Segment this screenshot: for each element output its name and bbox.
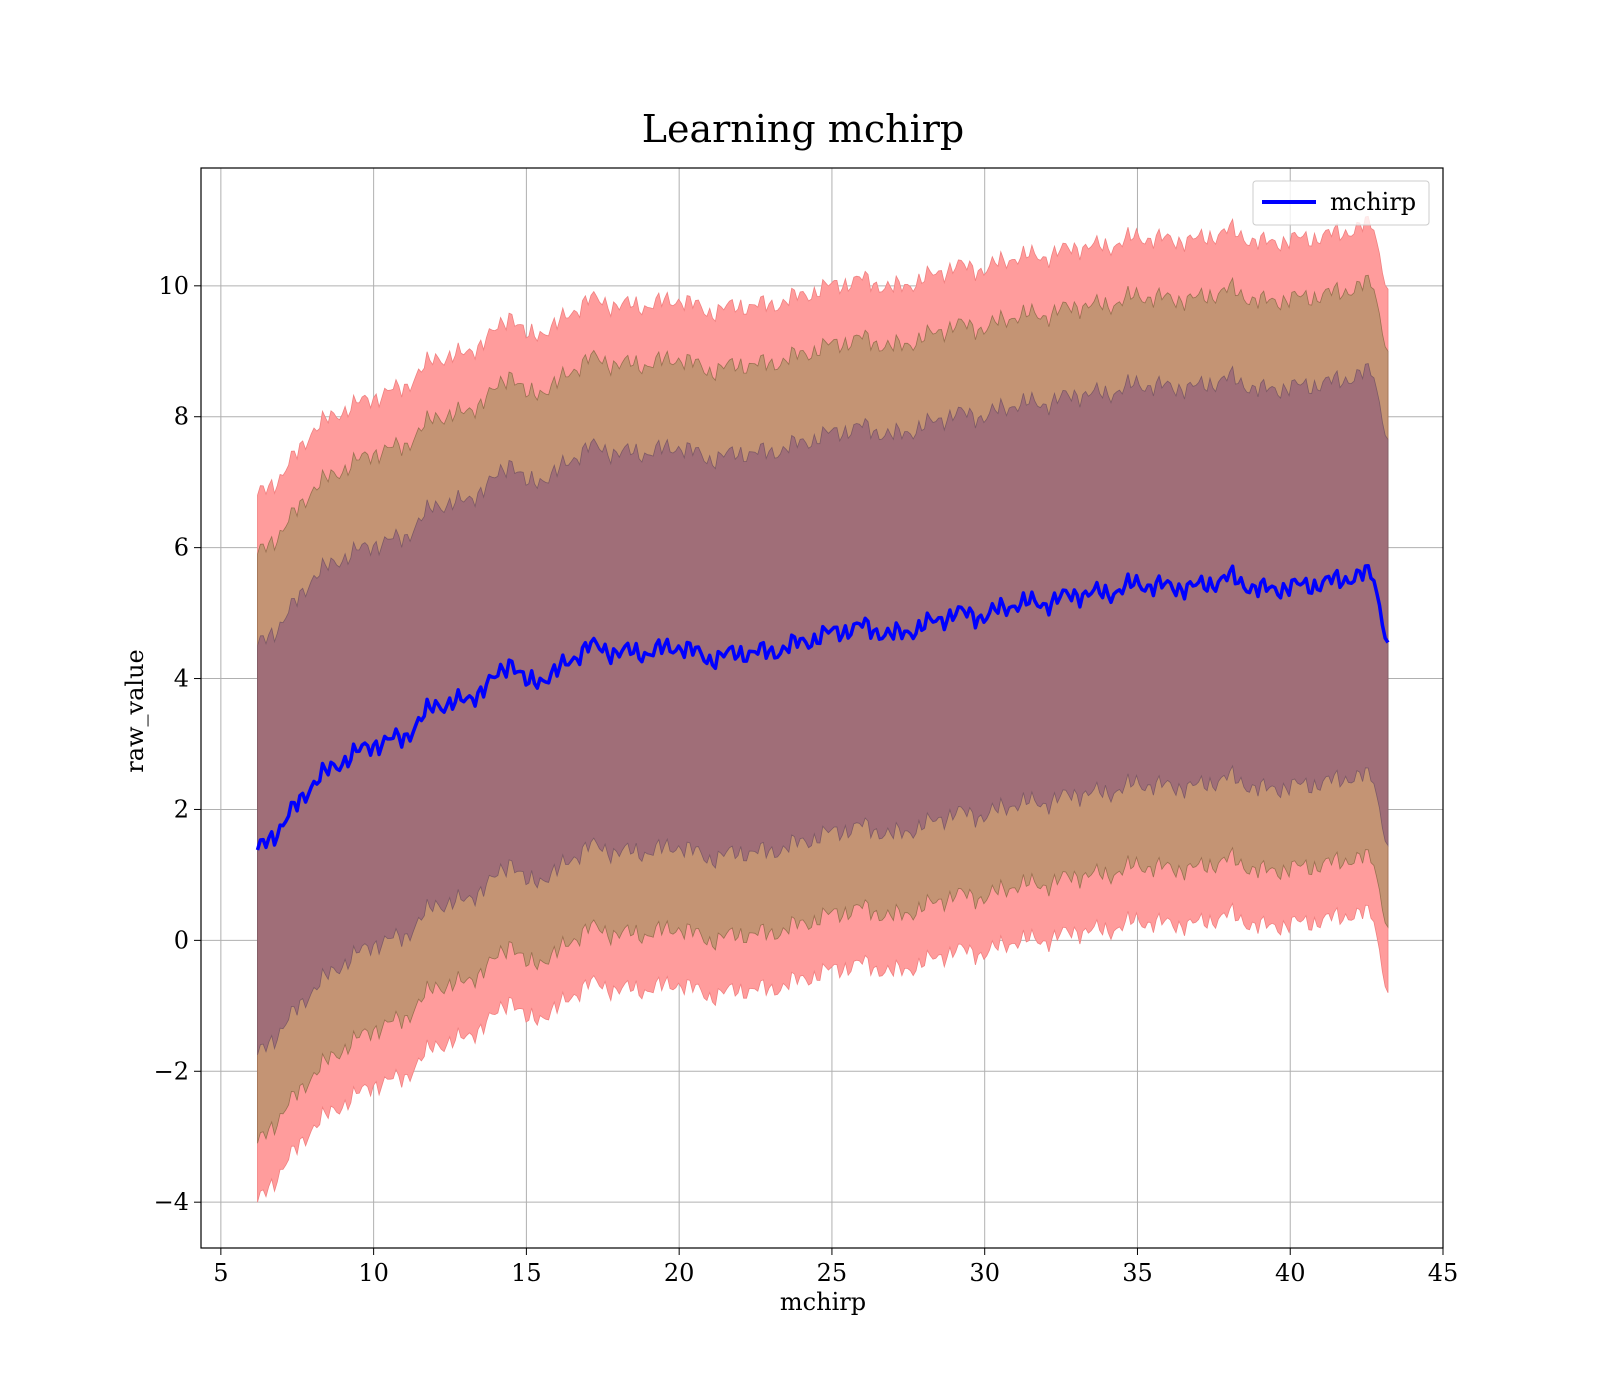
axis-ticks: 5 10 15 20 25 30 35 40 45 −4 −2 0 2 4 6 8 10 — [154, 272, 1459, 1287]
y-tick-label: 8 — [174, 403, 189, 431]
x-tick-label: 40 — [1275, 1259, 1306, 1287]
legend-label-mchirp: mchirp — [1330, 188, 1416, 216]
x-tick-label: 25 — [817, 1259, 848, 1287]
chart-title: Learning mchirp — [642, 107, 964, 151]
x-tick-label: 10 — [358, 1259, 389, 1287]
y-tick-label: 0 — [174, 926, 189, 954]
legend: mchirp — [1252, 180, 1430, 226]
y-tick-label: 6 — [174, 534, 189, 562]
y-tick-label: −2 — [154, 1057, 189, 1085]
y-tick-label: 10 — [158, 272, 189, 300]
plot-area — [200, 167, 1444, 1249]
x-tick-label: 35 — [1122, 1259, 1153, 1287]
x-tick-label: 5 — [213, 1259, 228, 1287]
y-tick-label: −4 — [154, 1188, 189, 1216]
legend-box — [1252, 180, 1430, 226]
x-tick-label: 20 — [664, 1259, 695, 1287]
x-axis-label: mchirp — [780, 1288, 866, 1316]
confidence-bands — [257, 215, 1389, 1203]
y-axis-label: raw_value — [121, 649, 149, 773]
band-1sigma — [257, 363, 1389, 1056]
y-tick-label: 2 — [174, 795, 189, 823]
x-tick-label: 15 — [511, 1259, 542, 1287]
series-line-mchirp — [255, 564, 1390, 851]
x-tick-label: 30 — [969, 1259, 1000, 1287]
y-tick-label: 4 — [174, 665, 189, 693]
x-tick-label: 45 — [1428, 1259, 1459, 1287]
